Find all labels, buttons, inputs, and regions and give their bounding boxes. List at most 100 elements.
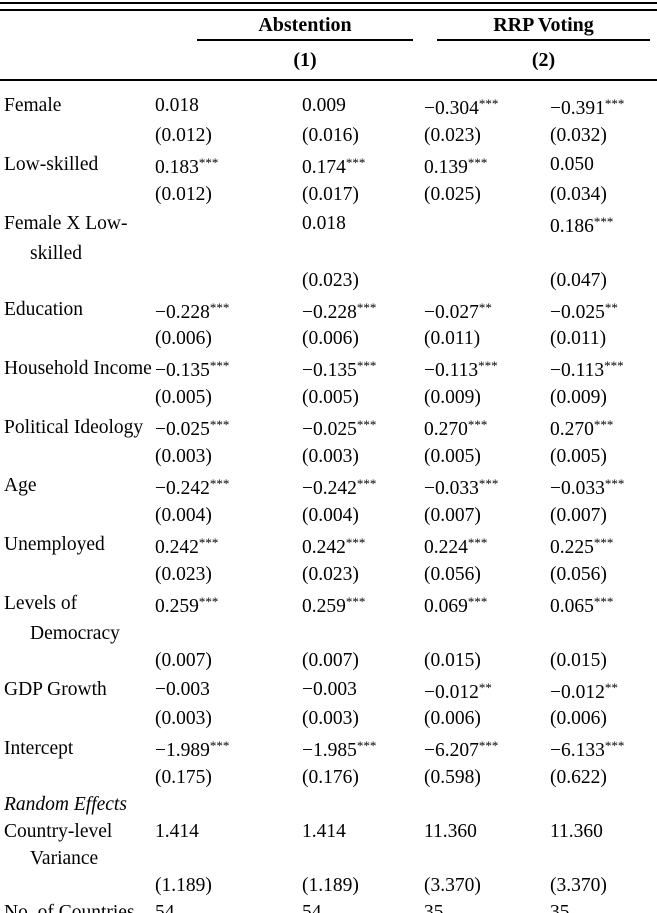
- estimate-cell: 1.414: [155, 818, 302, 845]
- row-label-empty: [0, 384, 155, 411]
- significance-stars: **: [604, 679, 618, 695]
- coefficient-value: −0.242: [302, 477, 357, 499]
- coefficient-value: 0.259: [155, 595, 199, 617]
- group-rrp-voting: RRP Voting: [424, 11, 657, 41]
- row-label: Female X Low-: [4, 213, 128, 235]
- table-line: Democracy: [0, 620, 657, 647]
- table-line: (0.175) (0.176) (0.598) (0.622): [0, 764, 657, 791]
- standard-error-cell: (0.006): [550, 708, 607, 730]
- results-table-body: Female 0.018 0.009 −0.304*** −0.391*** (0.012…: [0, 90, 657, 913]
- coefficient-value: −0.012: [550, 681, 605, 703]
- standard-error-cell: (0.056): [424, 563, 481, 585]
- standard-error-cell: (0.006): [155, 328, 212, 350]
- estimate-cell: [424, 208, 550, 240]
- estimate-cell: 0.270***: [424, 411, 550, 443]
- significance-stars: ***: [604, 96, 625, 111]
- row-label: Education: [4, 298, 84, 320]
- standard-error-cell: (0.023): [302, 269, 359, 291]
- table-line: No. of Countries 54 54 35 35: [0, 899, 657, 913]
- standard-error-cell: (0.032): [550, 124, 607, 146]
- standard-error-cell: (0.034): [550, 183, 607, 205]
- coefficient-value: −0.304: [424, 97, 479, 119]
- table-line: (0.023) (0.023) (0.056) (0.056): [0, 561, 657, 588]
- estimate-cell: 0.139***: [424, 149, 550, 181]
- significance-stars: ***: [209, 299, 230, 315]
- standard-error-cell: (0.012): [155, 183, 212, 205]
- row-label-continued: Democracy: [30, 622, 120, 644]
- estimate-cell: [155, 208, 302, 240]
- top-double-rule: [0, 2, 657, 11]
- estimate-cell: −0.304***: [424, 90, 550, 122]
- row-label-empty: [0, 267, 155, 294]
- estimate-cell: −0.003: [302, 674, 424, 706]
- estimate-cell: −0.113***: [550, 352, 657, 384]
- row-label-continued: skilled: [30, 242, 82, 264]
- estimate-cell: 0.186***: [550, 208, 657, 240]
- estimate-cell: 0.174***: [302, 149, 424, 181]
- estimate-cell: 35: [424, 899, 550, 913]
- row-label: Unemployed: [4, 534, 105, 556]
- row-label-empty: [0, 705, 155, 732]
- coefficient-value: −0.003: [155, 679, 210, 701]
- coefficient-value: 54: [302, 902, 322, 913]
- table-line: (0.003) (0.003) (0.005) (0.005): [0, 443, 657, 470]
- standard-error-cell: [155, 267, 302, 294]
- coefficient-value: −0.027: [424, 301, 479, 323]
- standard-error-cell: (0.011): [550, 328, 607, 350]
- standard-error-cell: (0.009): [550, 387, 607, 409]
- significance-stars: ***: [198, 593, 219, 609]
- significance-stars: ***: [593, 213, 614, 229]
- estimate-cell: 0.259***: [155, 588, 302, 620]
- standard-error-cell: (0.004): [155, 504, 212, 526]
- significance-stars: ***: [356, 299, 377, 315]
- row-label-empty: [0, 325, 155, 352]
- standard-error-cell: (0.003): [155, 708, 212, 730]
- table-line: (0.006) (0.006) (0.011) (0.011): [0, 325, 657, 352]
- coefficient-value: 11.360: [424, 821, 477, 843]
- significance-stars: ***: [593, 417, 614, 433]
- estimate-cell: −0.113***: [424, 352, 550, 384]
- estimate-cell: 11.360: [550, 818, 657, 845]
- standard-error-cell: (3.370): [550, 875, 607, 897]
- coefficient-value: −0.012: [424, 681, 479, 703]
- coefficient-value: 0.018: [155, 95, 199, 117]
- coefficient-value: 0.065: [550, 595, 594, 617]
- standard-error-cell: (0.011): [424, 328, 481, 350]
- coefficient-value: −0.003: [302, 679, 357, 701]
- estimate-cell: −0.242***: [302, 470, 424, 502]
- standard-error-cell: (0.007): [424, 504, 481, 526]
- coefficient-value: −0.113: [424, 360, 479, 382]
- coefficient-value: 1.414: [302, 821, 346, 843]
- table-line: (0.012) (0.016) (0.023) (0.032): [0, 122, 657, 149]
- estimate-cell: −6.133***: [550, 732, 657, 764]
- coefficient-value: −6.207: [424, 740, 479, 762]
- table-line: Female X Low- 0.018 0.186***: [0, 208, 657, 240]
- standard-error-cell: (0.622): [550, 767, 607, 789]
- standard-error-cell: (0.023): [155, 563, 212, 585]
- coefficient-value: 0.270: [550, 419, 594, 441]
- estimate-cell: 0.065***: [550, 588, 657, 620]
- row-label-empty: [0, 872, 155, 899]
- estimate-cell: 0.009: [302, 90, 424, 122]
- coefficient-value: 1.414: [155, 821, 199, 843]
- significance-stars: ***: [478, 738, 499, 754]
- table-line: Country-level 1.414 1.414 11.360 11.360: [0, 818, 657, 845]
- coefficient-value: 0.242: [155, 536, 199, 558]
- standard-error-cell: (0.004): [302, 504, 359, 526]
- significance-stars: **: [604, 299, 618, 315]
- table-line: Household Income −0.135*** −0.135*** −0.113…: [0, 352, 657, 384]
- row-label: Intercept: [4, 737, 74, 759]
- significance-stars: **: [478, 299, 492, 315]
- significance-stars: ***: [467, 534, 488, 550]
- coefficient-value: −1.989: [155, 740, 210, 762]
- standard-error-cell: (0.023): [424, 124, 481, 146]
- estimate-cell: 0.018: [155, 90, 302, 122]
- estimate-cell: −0.391***: [550, 90, 657, 122]
- significance-stars: ***: [198, 534, 219, 550]
- estimate-cell: −0.025**: [550, 294, 657, 326]
- coefficient-value: 0.050: [550, 154, 594, 176]
- standard-error-cell: (0.006): [302, 328, 359, 350]
- row-label: Country-level: [4, 821, 113, 843]
- row-label-empty: [0, 122, 155, 149]
